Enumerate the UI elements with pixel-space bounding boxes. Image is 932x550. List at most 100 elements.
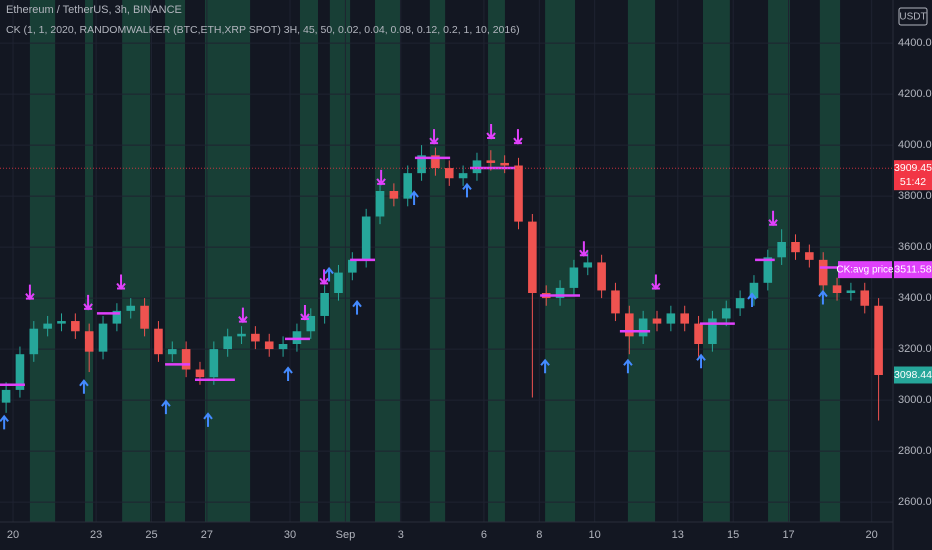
candle-body <box>721 308 731 319</box>
signal-band <box>819 0 841 522</box>
y-tick-label: 3800.00 <box>898 190 932 202</box>
sell-arrow <box>768 210 778 227</box>
candle-body <box>29 328 39 355</box>
buy-arrow <box>462 182 472 198</box>
sell-arrow <box>238 307 248 324</box>
signal-band <box>545 0 576 522</box>
buy-arrow <box>324 266 334 282</box>
y-tick-label: 3000.00 <box>898 394 932 406</box>
y-tick-label: 2800.00 <box>898 445 932 457</box>
candle-body <box>195 369 205 378</box>
candle-body <box>264 341 274 350</box>
candle-body <box>126 305 136 311</box>
candle-body <box>611 290 620 314</box>
x-tick-label: 20 <box>7 529 19 541</box>
candle-body <box>431 155 440 169</box>
price-tag <box>894 160 932 191</box>
sell-arrow <box>376 169 386 186</box>
y-tick-label: 3200.00 <box>898 343 932 355</box>
indicator-tag-label: CK:avg price <box>836 264 894 275</box>
signal-band <box>29 0 56 522</box>
indicator-label: CK (1, 1, 2020, RANDOMWALKER (BTC,ETH,XR… <box>6 24 520 36</box>
signal-band <box>488 0 505 522</box>
buy-arrow <box>747 292 757 308</box>
candle-body <box>694 323 703 345</box>
candle-body <box>292 331 302 345</box>
chart-title: Ethereum / TetherUS, 3h, BINANCE <box>6 4 182 16</box>
sell-arrow <box>83 294 93 311</box>
candle-body <box>583 262 593 268</box>
candle-body <box>555 287 565 299</box>
currency-box[interactable] <box>898 7 928 26</box>
candle-body <box>251 333 260 342</box>
buy-arrow <box>352 300 362 315</box>
sell-arrow <box>25 284 35 301</box>
candle-body <box>112 310 122 324</box>
candle-body <box>680 313 690 324</box>
candle-body <box>791 242 800 253</box>
axis-layer: 2600.00 2800.00 3000.00 3200.00 3400.00 3600.… <box>7 37 932 541</box>
candle-body <box>167 349 177 355</box>
sell-arrow <box>486 123 496 140</box>
candle-body <box>389 191 399 199</box>
plot-layer <box>0 123 893 430</box>
candle-body <box>1 389 11 403</box>
candle-body <box>735 298 745 309</box>
candle-body <box>140 305 149 329</box>
buy-arrow <box>203 412 213 427</box>
countdown-label: 51:42 <box>900 176 926 188</box>
candle-body <box>375 191 385 217</box>
candle-body <box>71 321 80 332</box>
candle-body <box>209 349 219 378</box>
candle-body <box>154 328 163 355</box>
buy-arrow <box>540 358 550 374</box>
candle-body <box>625 313 634 337</box>
candle-body <box>334 272 343 294</box>
x-tick-label: 23 <box>90 529 102 541</box>
signal-band <box>299 0 318 522</box>
candle-body <box>749 282 759 299</box>
price-tag-label: 3909.45 <box>894 162 932 174</box>
x-tick-label: 17 <box>782 529 794 541</box>
candle-body <box>458 173 468 179</box>
candle-body <box>777 242 786 258</box>
candle-body <box>763 257 773 283</box>
signal-band <box>122 0 151 522</box>
y-tick-label: 2600.00 <box>898 496 932 508</box>
buy-arrow <box>283 366 293 381</box>
candle-body <box>528 221 537 294</box>
y-tick-label: 4400.00 <box>898 37 932 49</box>
x-tick-label: 15 <box>727 529 739 541</box>
candle-body <box>500 162 509 166</box>
x-tick-label: 10 <box>589 529 601 541</box>
candle-body <box>278 344 288 350</box>
candle-body <box>638 318 648 337</box>
y-tick-label: 4000.00 <box>898 139 932 151</box>
currency-label[interactable]: USDT <box>899 12 926 23</box>
candle-body <box>666 313 676 324</box>
candle-body <box>84 331 94 352</box>
candle-body <box>15 354 25 390</box>
signal-band <box>329 0 351 522</box>
x-tick-label: 6 <box>481 529 487 541</box>
y-tick-label: 4200.00 <box>898 88 932 100</box>
signal-band <box>627 0 656 522</box>
candle-body <box>708 318 717 345</box>
y-tick-label: 3400.00 <box>898 292 932 304</box>
sell-arrow <box>116 274 126 291</box>
candle-body <box>57 321 66 324</box>
x-tick-label: 3 <box>398 529 404 541</box>
sell-arrow <box>300 305 310 321</box>
buy-arrow <box>409 190 419 205</box>
price-tag-label: 3511.58 <box>894 263 931 275</box>
candle-body <box>832 285 842 294</box>
candle-body <box>43 323 52 329</box>
candle-body <box>306 315 316 332</box>
candle-body <box>514 165 523 222</box>
sell-arrow <box>513 129 523 145</box>
candle-body <box>805 252 814 260</box>
price-tag-label: 3098.44 <box>894 369 932 381</box>
candle-body <box>403 173 413 199</box>
candle-body <box>818 259 828 286</box>
